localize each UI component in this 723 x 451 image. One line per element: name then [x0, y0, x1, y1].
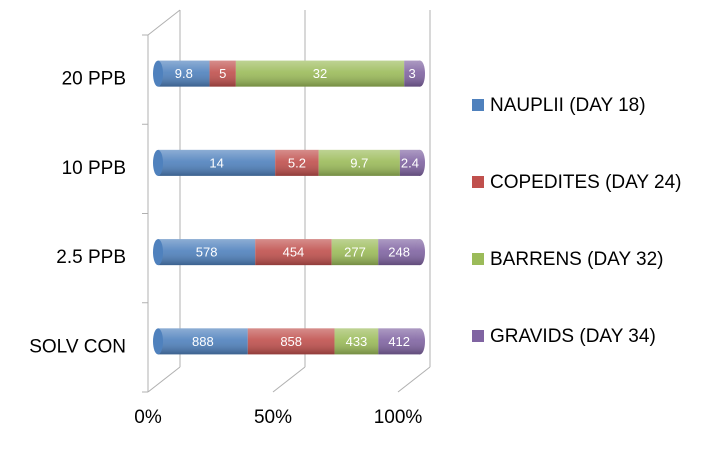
x-tick-label: 0% [134, 407, 162, 428]
bar-segment [275, 149, 319, 176]
bar-shade [399, 149, 420, 176]
bar-segment [255, 239, 332, 266]
bar-shade [331, 239, 379, 266]
legend-swatch [472, 99, 484, 111]
bar-segment [209, 60, 236, 87]
data-label: 9.7 [350, 155, 368, 170]
bar-segment [334, 328, 379, 355]
bar-cap [153, 60, 163, 87]
data-label: 248 [388, 245, 410, 260]
legend-label: NAUPLII (DAY 18) [490, 95, 646, 116]
bar-cap [153, 149, 163, 176]
bar-shade [318, 149, 400, 176]
bar-segment [153, 328, 248, 355]
bar-segment [153, 149, 276, 176]
data-label: 5 [219, 66, 226, 81]
bar-shade [378, 239, 420, 266]
bar-segment [331, 239, 379, 266]
bar-shade [158, 328, 248, 355]
bar-segment [153, 239, 256, 266]
bar-cap [153, 239, 163, 266]
bar-segment [247, 328, 335, 355]
bar-shade [378, 328, 420, 355]
data-label: 858 [280, 334, 302, 349]
x-tick-label: 100% [374, 407, 423, 428]
grid-line [272, 366, 306, 393]
grid-line [397, 366, 431, 393]
bar-segment [235, 60, 405, 87]
data-label: 412 [388, 334, 410, 349]
data-label: 277 [344, 245, 366, 260]
legend-swatch [472, 330, 484, 342]
bar-cap-shade [415, 149, 425, 176]
bar-shade [255, 239, 332, 266]
x-tick-label: 50% [254, 407, 292, 428]
legend-label: GRAVIDS (DAY 34) [490, 326, 656, 347]
bar-shade [334, 328, 379, 355]
bar-segment [399, 149, 425, 176]
data-label: 14 [209, 155, 223, 170]
data-label: 32 [313, 66, 327, 81]
y-tick-label: 10 PPB [62, 158, 126, 179]
bar-shade [209, 60, 236, 87]
bar-cap-shade [415, 328, 425, 355]
bar-shade [247, 328, 335, 355]
bar-shade [158, 60, 210, 87]
bar-shade [158, 149, 276, 176]
y-tick-label: 2.5 PPB [56, 247, 126, 268]
y-tick-label: SOLV CON [29, 336, 126, 357]
legend-swatch [472, 253, 484, 265]
bar-segment [378, 239, 425, 266]
data-label: 2.4 [401, 155, 419, 170]
bar-shade [275, 149, 319, 176]
legend-label: BARRENS (DAY 32) [490, 249, 664, 270]
floor-edge [147, 366, 181, 393]
bar-shade [158, 239, 256, 266]
bar-cap-shade [415, 60, 425, 87]
data-label: 454 [283, 245, 305, 260]
data-label: 3 [408, 66, 415, 81]
bar-cap-shade [415, 239, 425, 266]
data-label: 9.8 [175, 66, 193, 81]
bar-shade [235, 60, 405, 87]
data-label: 5.2 [288, 155, 306, 170]
data-label: 433 [346, 334, 368, 349]
bar-segment [318, 149, 400, 176]
bar-cap [153, 328, 163, 355]
y-tick-label: 20 PPB [62, 69, 126, 90]
data-label: 888 [192, 334, 214, 349]
legend-label: COPEDITES (DAY 24) [490, 172, 681, 193]
bar-segment [404, 60, 425, 87]
bar-segment [153, 60, 210, 87]
bar-segment [378, 328, 425, 355]
legend-swatch [472, 176, 484, 188]
data-label: 578 [196, 245, 218, 260]
left-wall-top [147, 9, 181, 36]
